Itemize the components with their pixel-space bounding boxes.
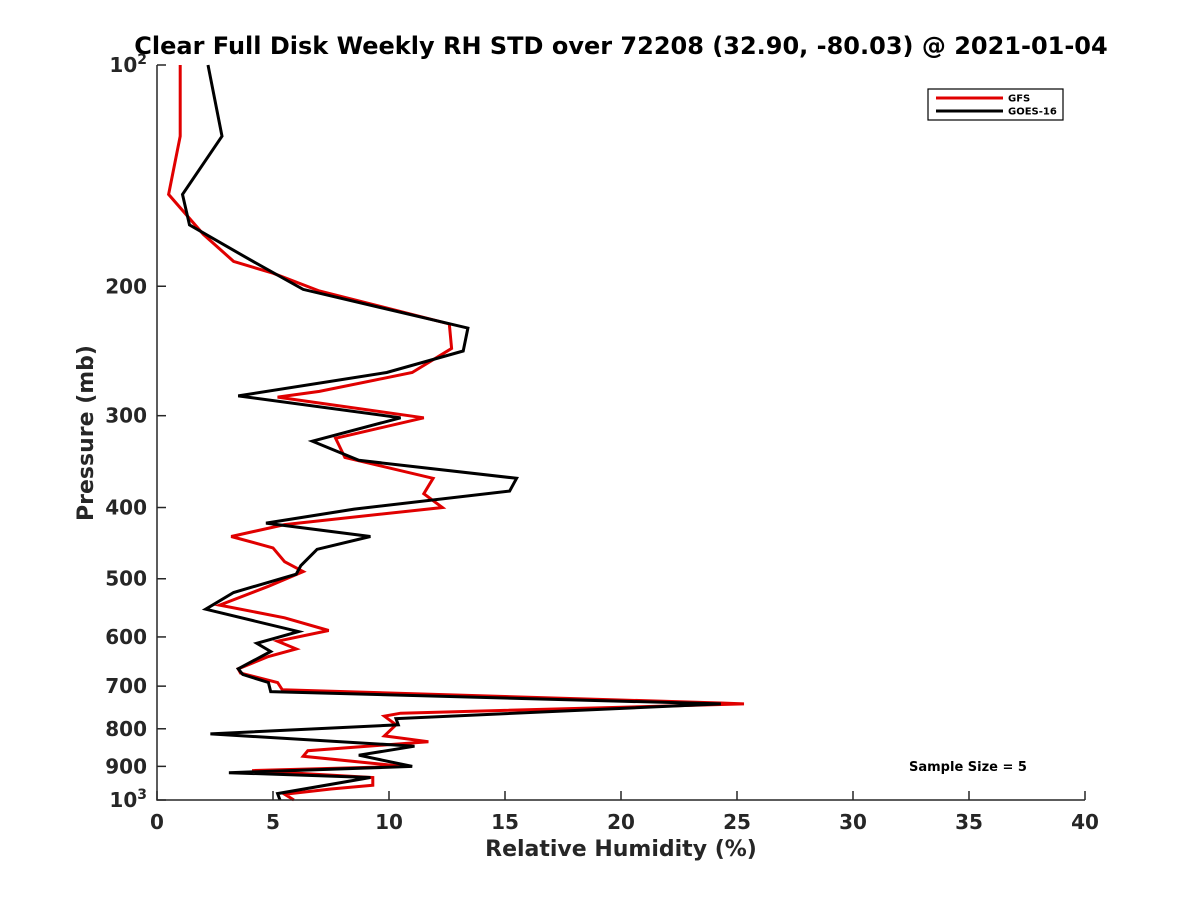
- series-line-gfs: [166, 65, 745, 802]
- legend-label: GOES-16: [1008, 107, 1057, 118]
- y-tick-label: 500: [105, 567, 147, 591]
- legend-box: [927, 88, 1064, 121]
- y-tick-label: 400: [105, 496, 147, 520]
- y-tick-label: 900: [105, 754, 147, 778]
- y-tick-label: 103: [109, 787, 147, 812]
- y-tick-label: 102: [109, 52, 147, 77]
- series-line-goes-16: [180, 64, 721, 801]
- x-tick-label: 35: [955, 810, 983, 834]
- x-tick-label: 0: [150, 810, 164, 834]
- plot-area: [157, 65, 1085, 800]
- legend-label: GFS: [1008, 94, 1030, 105]
- series-layer: [166, 64, 745, 802]
- y-tick-label: 700: [105, 674, 147, 698]
- x-tick-label: 25: [723, 810, 751, 834]
- x-tick-label: 15: [491, 810, 519, 834]
- y-tick-label: 300: [105, 404, 147, 428]
- chart-title: Clear Full Disk Weekly RH STD over 72208…: [134, 32, 1107, 60]
- y-tick-label: 600: [105, 625, 147, 649]
- x-axis-ticks: 0 5 10 15 20 25 30 35 40: [150, 791, 1099, 834]
- y-axis-label: Pressure (mb): [74, 345, 99, 521]
- x-tick-label: 40: [1071, 810, 1099, 834]
- y-axis-ticks: 102 200 300 400 500 600 700 800 900 103: [105, 52, 166, 812]
- x-tick-label: 30: [839, 810, 867, 834]
- y-tick-label: 800: [105, 717, 147, 741]
- x-axis-label: Relative Humidity (%): [485, 837, 757, 862]
- legend: GFS GOES-16: [927, 88, 1064, 121]
- y-tick-label: 200: [105, 274, 147, 298]
- x-tick-label: 5: [266, 810, 280, 834]
- x-tick-label: 20: [607, 810, 635, 834]
- x-tick-label: 10: [375, 810, 403, 834]
- sample-size-annotation: Sample Size = 5: [909, 760, 1027, 775]
